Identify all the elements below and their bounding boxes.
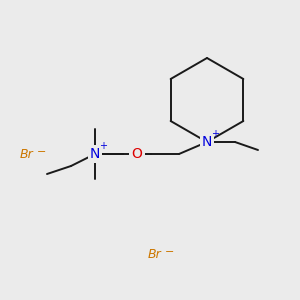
- Text: +: +: [99, 141, 107, 151]
- Text: N: N: [90, 147, 100, 161]
- Text: +: +: [211, 129, 219, 139]
- Text: −: −: [37, 147, 46, 157]
- Text: Br: Br: [148, 248, 162, 262]
- Text: Br: Br: [20, 148, 34, 161]
- Text: N: N: [202, 135, 212, 149]
- Text: O: O: [132, 147, 142, 161]
- Text: −: −: [165, 247, 174, 257]
